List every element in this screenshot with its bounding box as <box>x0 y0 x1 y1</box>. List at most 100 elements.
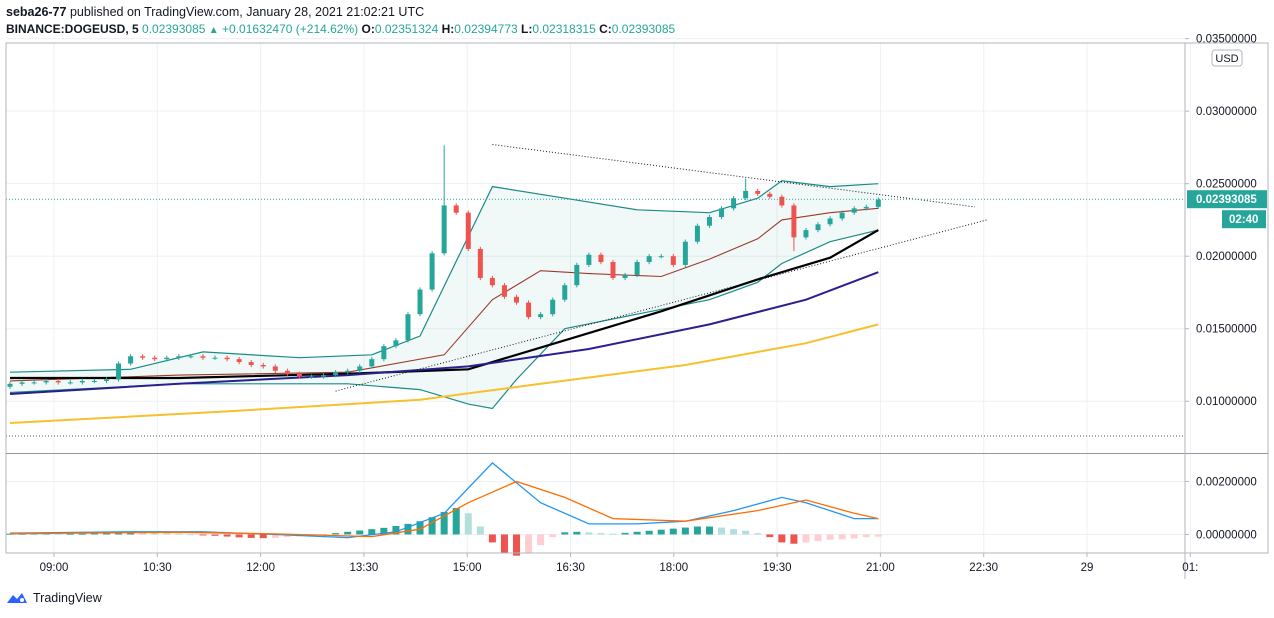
candle-body[interactable] <box>128 356 134 364</box>
candle-body[interactable] <box>477 248 483 278</box>
macd-histogram-bar[interactable] <box>175 533 183 535</box>
candle-body[interactable] <box>333 372 339 376</box>
candle-body[interactable] <box>646 256 652 263</box>
candle-body[interactable] <box>19 382 25 384</box>
time-tick-label[interactable]: 10:30 <box>143 562 172 574</box>
candle-body[interactable] <box>321 375 327 377</box>
currency-label[interactable]: USD <box>1215 53 1238 65</box>
price-axis[interactable]: 0.01000000 0.01500000 0.02000000 0.02500000… <box>1185 34 1267 542</box>
candle-body[interactable] <box>562 285 568 300</box>
candle-body[interactable] <box>550 299 556 315</box>
macd-histogram-bar[interactable] <box>705 526 713 535</box>
candle-body[interactable] <box>706 217 712 226</box>
candle-body[interactable] <box>827 218 833 225</box>
macd-histogram-bar[interactable] <box>657 529 665 535</box>
moving-average-line[interactable] <box>9 271 879 395</box>
candle-body[interactable] <box>586 254 592 265</box>
author-link[interactable]: seba26-77 <box>6 5 67 19</box>
macd-histogram-bar[interactable] <box>440 511 448 535</box>
macd-histogram-bar[interactable] <box>513 534 521 556</box>
price-tick-label[interactable]: 0.03000000 <box>1196 106 1257 118</box>
price-pane[interactable] <box>6 144 1185 437</box>
candle-body[interactable] <box>538 314 544 318</box>
candle-body[interactable] <box>719 208 725 218</box>
candle-body[interactable] <box>393 340 399 347</box>
macd-histogram-bar[interactable] <box>259 534 267 539</box>
candle-body[interactable] <box>731 198 737 209</box>
macd-histogram-bar[interactable] <box>826 534 834 540</box>
candle-body[interactable] <box>441 205 447 254</box>
macd-tick-label[interactable]: 0.00000000 <box>1196 529 1257 541</box>
candle-body[interactable] <box>405 314 411 341</box>
candle-body[interactable] <box>526 302 532 318</box>
macd-histogram-bar[interactable] <box>476 526 484 535</box>
macd-histogram-bar[interactable] <box>525 534 533 553</box>
candle-body[interactable] <box>140 356 146 358</box>
candle-body[interactable] <box>188 356 194 358</box>
macd-histogram-bar[interactable] <box>537 534 545 546</box>
candle-body[interactable] <box>791 205 797 238</box>
macd-histogram-bar[interactable] <box>718 527 726 535</box>
candle-body[interactable] <box>284 370 290 374</box>
candle-body[interactable] <box>345 370 351 373</box>
time-tick-label[interactable]: 21:00 <box>866 562 895 574</box>
macd-histogram-bar[interactable] <box>428 517 436 535</box>
macd-histogram-bar[interactable] <box>597 533 605 535</box>
moving-average-line[interactable] <box>10 229 879 380</box>
macd-histogram-bar[interactable] <box>380 527 388 535</box>
macd-histogram-bar[interactable] <box>90 533 98 535</box>
candle-body[interactable] <box>815 224 821 231</box>
candle-body[interactable] <box>670 256 676 265</box>
candle-body[interactable] <box>381 346 387 360</box>
candle-body[interactable] <box>236 359 242 363</box>
candle-body[interactable] <box>694 225 700 242</box>
macd-signal-line[interactable] <box>9 480 879 538</box>
macd-histogram-bar[interactable] <box>621 532 629 535</box>
candle-body[interactable] <box>67 382 73 384</box>
macd-histogram-bar[interactable] <box>790 534 798 544</box>
macd-histogram-bar[interactable] <box>500 534 508 553</box>
macd-histogram-bar[interactable] <box>139 532 147 535</box>
macd-histogram-bar[interactable] <box>464 513 472 535</box>
price-tick-label[interactable]: 0.01000000 <box>1196 396 1257 408</box>
macd-histogram-bar[interactable] <box>778 534 786 543</box>
macd-histogram-bar[interactable] <box>693 526 701 535</box>
symbol-label[interactable]: BINANCE:DOGEUSD, 5 <box>6 22 139 36</box>
candle-body[interactable] <box>7 383 13 387</box>
trendline[interactable] <box>492 144 975 208</box>
trendline[interactable] <box>335 219 987 392</box>
macd-histogram-bar[interactable] <box>850 534 858 539</box>
currency-badge[interactable] <box>1211 49 1243 67</box>
macd-histogram-bar[interactable] <box>102 532 110 535</box>
candle-body[interactable] <box>43 380 49 383</box>
macd-pane[interactable] <box>6 462 882 556</box>
countdown-label[interactable]: 02:40 <box>1229 214 1258 226</box>
macd-histogram-bar[interactable] <box>585 532 593 535</box>
macd-histogram-bar[interactable] <box>452 507 460 535</box>
candle-body[interactable] <box>152 357 158 360</box>
macd-histogram-bar[interactable] <box>356 530 364 535</box>
macd-histogram-bar[interactable] <box>766 534 774 538</box>
macd-histogram-bar[interactable] <box>862 534 870 538</box>
time-tick-label[interactable]: 18:00 <box>659 562 688 574</box>
macd-histogram-bar[interactable] <box>78 533 86 535</box>
macd-histogram-bar[interactable] <box>223 534 231 537</box>
candle-body[interactable] <box>417 289 423 315</box>
time-tick-label[interactable]: 22:30 <box>969 562 998 574</box>
time-axis[interactable]: 09:00 10:30 12:00 13:30 15:00 16:30 18:00 19:30… <box>40 553 1199 574</box>
macd-histogram-bar[interactable] <box>681 527 689 535</box>
macd-histogram-bar[interactable] <box>151 532 159 535</box>
candle-body[interactable] <box>634 262 640 276</box>
candle-body[interactable] <box>309 376 314 378</box>
macd-histogram-bar[interactable] <box>404 523 412 535</box>
macd-histogram-bar[interactable] <box>235 534 243 538</box>
macd-tick-label[interactable]: 0.00200000 <box>1196 476 1257 488</box>
macd-histogram-bar[interactable] <box>344 531 352 535</box>
time-tick-label[interactable]: 12:00 <box>246 562 275 574</box>
candle-body[interactable] <box>116 363 122 380</box>
macd-histogram-bar[interactable] <box>669 528 677 535</box>
candle-body[interactable] <box>755 190 761 194</box>
macd-histogram-bar[interactable] <box>283 534 291 538</box>
candle-body[interactable] <box>224 357 230 360</box>
candle-body[interactable] <box>369 359 375 367</box>
